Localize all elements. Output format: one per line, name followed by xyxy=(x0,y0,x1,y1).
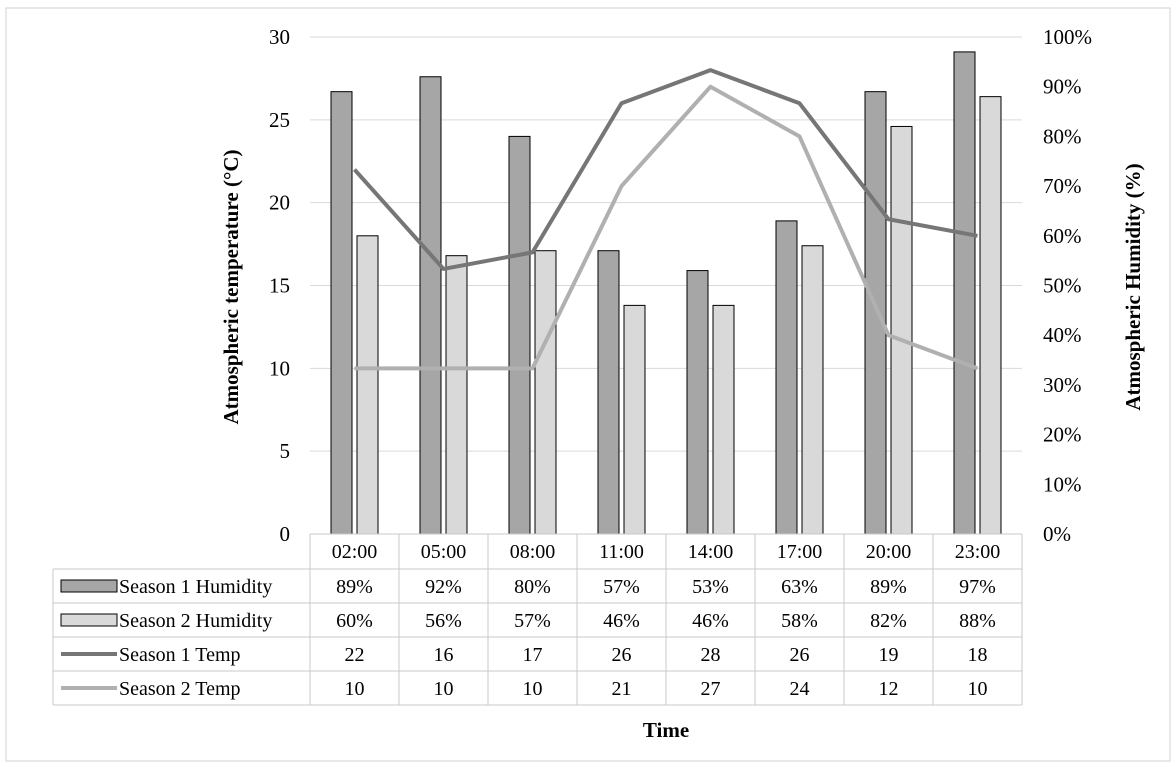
x-tick-label: 20:00 xyxy=(866,541,912,563)
bar-season-2-humidity xyxy=(801,245,824,535)
y-tick-label: 15 xyxy=(269,274,290,298)
bar-season-1-humidity xyxy=(686,270,709,535)
y2-tick-label: 20% xyxy=(1043,423,1082,447)
bar-season-2-humidity xyxy=(623,304,646,535)
legend-label: Season 2 Humidity xyxy=(119,610,272,632)
data-label: 16 xyxy=(434,644,454,666)
y2-tick-label: 50% xyxy=(1043,274,1082,298)
data-label: 92% xyxy=(425,576,462,598)
bar-season-2-humidity xyxy=(979,96,1002,535)
data-label: 97% xyxy=(959,576,996,598)
legend-label: Season 1 Temp xyxy=(119,644,241,666)
data-label: 24 xyxy=(790,678,810,700)
legend-label: Season 1 Humidity xyxy=(119,576,272,598)
bar-season-1-humidity xyxy=(864,91,887,535)
y-tick-label: 0 xyxy=(280,522,291,546)
y2-tick-label: 80% xyxy=(1043,124,1082,148)
x-tick-label: 11:00 xyxy=(599,541,644,563)
x-tick-label: 05:00 xyxy=(421,541,467,563)
left-axis-ticks: 0 5 10 15 20 25 30 xyxy=(269,25,290,546)
bar-season-2-humidity xyxy=(445,255,468,535)
data-label: 26 xyxy=(612,644,632,666)
data-label: 80% xyxy=(514,576,551,598)
data-table: 02:00 05:00 08:00 11:00 14:00 17:00 20:00 23:00… xyxy=(52,533,1023,706)
data-label: 53% xyxy=(692,576,729,598)
data-label: 89% xyxy=(336,576,373,598)
data-label: 12 xyxy=(879,678,899,700)
data-label: 56% xyxy=(425,610,462,632)
y2-tick-label: 30% xyxy=(1043,373,1082,397)
data-label: 60% xyxy=(336,610,373,632)
x-tick-label: 23:00 xyxy=(955,541,1001,563)
data-label: 57% xyxy=(603,576,640,598)
data-label: 10 xyxy=(434,678,454,700)
bar-season-1-humidity xyxy=(775,220,798,535)
x-tick-label: 02:00 xyxy=(332,541,378,563)
data-label: 18 xyxy=(968,644,988,666)
data-label: 10 xyxy=(523,678,543,700)
bar-season-1-humidity xyxy=(508,135,531,535)
y2-tick-label: 70% xyxy=(1043,174,1082,198)
y2-tick-label: 90% xyxy=(1043,75,1082,99)
legend-label: Season 2 Temp xyxy=(119,678,241,700)
x-tick-label: 08:00 xyxy=(510,541,556,563)
legend-swatch xyxy=(60,579,118,593)
chart-border xyxy=(5,7,1171,762)
x-axis-title: Time xyxy=(643,718,689,742)
y-tick-label: 5 xyxy=(280,439,291,463)
data-label: 46% xyxy=(692,610,729,632)
bar-season-2-humidity xyxy=(890,125,913,535)
data-label: 21 xyxy=(612,678,632,700)
y-tick-label: 10 xyxy=(269,356,290,380)
line-series-group xyxy=(353,68,979,371)
y2-tick-label: 10% xyxy=(1043,472,1082,496)
data-label: 22 xyxy=(345,644,365,666)
data-label: 17 xyxy=(523,644,543,666)
y2-axis-title: Atmospheric Humidity (%) xyxy=(1121,163,1145,410)
bar-season-2-humidity xyxy=(356,235,379,535)
bar-season-1-humidity xyxy=(419,76,442,535)
data-label: 10 xyxy=(345,678,365,700)
data-label: 88% xyxy=(959,610,996,632)
data-label: 19 xyxy=(879,644,899,666)
y2-tick-label: 0% xyxy=(1043,522,1071,546)
line-season-1-temp xyxy=(353,68,978,271)
y-tick-label: 25 xyxy=(269,108,290,132)
y-tick-label: 20 xyxy=(269,191,290,215)
bar-season-2-humidity xyxy=(712,304,735,535)
y-tick-label: 30 xyxy=(269,25,290,49)
data-label: 46% xyxy=(603,610,640,632)
data-label: 89% xyxy=(870,576,907,598)
data-label: 58% xyxy=(781,610,818,632)
bar-season-1-humidity xyxy=(953,51,976,535)
bar-series-group xyxy=(330,51,1002,535)
data-label: 63% xyxy=(781,576,818,598)
data-label: 28 xyxy=(701,644,721,666)
bar-season-2-humidity xyxy=(534,250,557,535)
x-tick-label: 17:00 xyxy=(777,541,823,563)
y2-tick-label: 60% xyxy=(1043,224,1082,248)
bar-season-1-humidity xyxy=(597,250,620,535)
data-label: 82% xyxy=(870,610,907,632)
legend-swatch xyxy=(60,613,118,627)
right-axis-ticks: 0% 10% 20% 30% 40% 50% 60% 70% 80% 90% 100% xyxy=(1043,25,1092,546)
data-label: 27 xyxy=(701,678,721,700)
bar-season-1-humidity xyxy=(330,91,353,535)
data-label: 57% xyxy=(514,610,551,632)
data-label: 26 xyxy=(790,644,810,666)
x-tick-label: 14:00 xyxy=(688,541,734,563)
line-season-2-temp xyxy=(354,84,979,371)
y2-tick-label: 40% xyxy=(1043,323,1082,347)
y2-tick-label: 100% xyxy=(1043,25,1092,49)
y-axis-title: Atmospheric temperature (°C) xyxy=(219,149,243,424)
data-label: 10 xyxy=(968,678,988,700)
